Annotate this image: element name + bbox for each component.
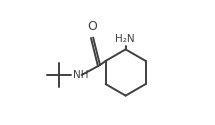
Text: H₂N: H₂N xyxy=(115,34,134,44)
Text: NH: NH xyxy=(74,70,89,80)
Text: O: O xyxy=(88,20,97,33)
